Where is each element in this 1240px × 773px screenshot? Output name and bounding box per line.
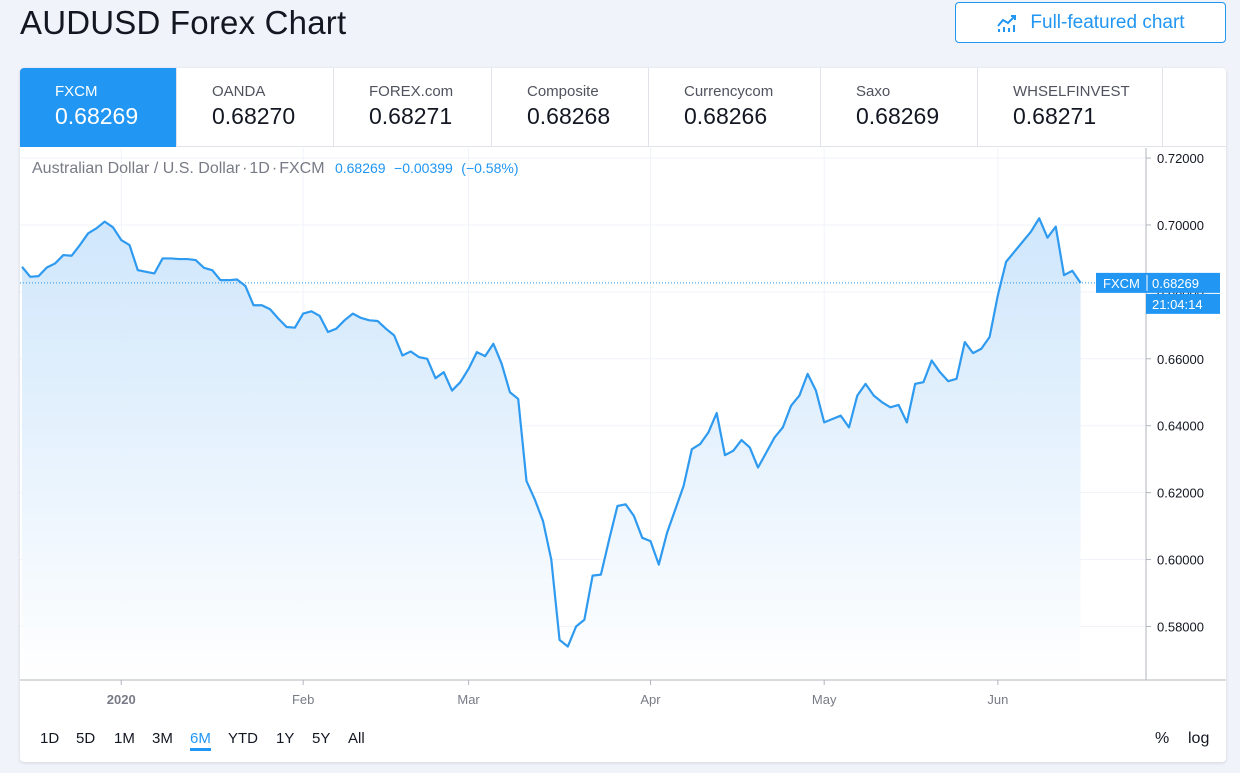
legend-separator-dot: ·	[271, 160, 278, 177]
tab-value: 0.68271	[1013, 103, 1097, 129]
tab-name: FOREX.com	[369, 83, 454, 100]
tab-oanda[interactable]: OANDA 0.68270	[177, 68, 334, 147]
timeframe-toolbar: 1D 5D 1M 3M 6M YTD 1Y 5Y All % log	[20, 720, 1226, 762]
y-tick-label: 0.60000	[1157, 553, 1204, 568]
timeframe-ytd[interactable]: YTD	[228, 730, 258, 747]
y-tick-label: 0.70000	[1157, 218, 1204, 233]
series-area-fill	[22, 218, 1081, 680]
chart-icon	[997, 14, 1017, 32]
timeframe-3m[interactable]: 3M	[152, 730, 173, 747]
tab-value: 0.68269	[856, 103, 940, 129]
tab-value: 0.68268	[527, 103, 611, 129]
chart-card: FXCM 0.68269 OANDA 0.68270 FOREX.com 0.6…	[20, 68, 1226, 762]
legend-symbol: Australian Dollar / U.S. Dollar	[32, 160, 241, 177]
full-featured-chart-label: Full-featured chart	[1030, 11, 1185, 33]
percent-scale-button[interactable]: %	[1155, 730, 1170, 747]
tab-value: 0.68269	[55, 103, 139, 129]
tab-value: 0.68270	[212, 103, 296, 129]
chart-area[interactable]: 0.720000.700000.680000.660000.640000.620…	[20, 148, 1226, 708]
countdown-box	[1146, 293, 1220, 314]
legend-change: −0.00399	[394, 160, 453, 176]
chart-legend: Australian Dollar / U.S. Dollar · 1D · FXCM …	[32, 160, 518, 178]
timeframe-5y[interactable]: 5Y	[312, 730, 331, 747]
price-chart[interactable]: 0.720000.700000.680000.660000.640000.620…	[20, 148, 1226, 708]
y-tick-label: 0.64000	[1157, 419, 1204, 434]
log-scale-button[interactable]: log	[1188, 730, 1210, 747]
x-tick-label: Jun	[987, 692, 1008, 707]
y-tick-label: 0.62000	[1157, 486, 1204, 501]
timeframe-1d[interactable]: 1D	[40, 730, 60, 747]
tab-name: Composite	[527, 83, 599, 100]
timeframe-all[interactable]: All	[348, 730, 365, 747]
tab-name: Saxo	[856, 83, 891, 100]
exchange-tabs: FXCM 0.68269 OANDA 0.68270 FOREX.com 0.6…	[20, 68, 1226, 147]
legend-interval: 1D	[249, 160, 270, 177]
timeframe-1y[interactable]: 1Y	[276, 730, 295, 747]
tab-forex-com[interactable]: FOREX.com 0.68271	[334, 68, 492, 147]
y-tick-label: 0.58000	[1157, 619, 1204, 634]
tab-composite[interactable]: Composite 0.68268	[492, 68, 649, 147]
x-tick-label: Mar	[457, 692, 480, 707]
tab-value: 0.68271	[369, 103, 453, 129]
tab-fxcm[interactable]: FXCM 0.68269	[20, 68, 177, 147]
x-tick-label: Feb	[292, 692, 314, 707]
y-tick-label: 0.72000	[1157, 151, 1204, 166]
timeframe-6m[interactable]: 6M	[190, 730, 211, 751]
full-featured-chart-button[interactable]: Full-featured chart	[955, 2, 1226, 43]
tab-name: OANDA	[212, 83, 266, 100]
countdown-time: 21:04:14	[1152, 297, 1203, 312]
tab-name: WHSELFINVEST	[1013, 83, 1130, 100]
tab-value: 0.68266	[684, 103, 768, 129]
tab-saxo[interactable]: Saxo 0.68269	[821, 68, 978, 147]
y-tick-label: 0.66000	[1157, 352, 1204, 367]
legend-source: FXCM	[279, 160, 325, 177]
x-tick-label: Apr	[640, 692, 661, 707]
price-label-value: 0.68269	[1152, 276, 1199, 291]
tab-whselfinvest[interactable]: WHSELFINVEST 0.68271	[978, 68, 1163, 147]
price-label-box	[1096, 272, 1220, 293]
timeframe-5d[interactable]: 5D	[76, 730, 96, 747]
x-tick-label: 2020	[107, 692, 136, 707]
tab-currencycom[interactable]: Currencycom 0.68266	[649, 68, 821, 147]
legend-change-pct: (−0.58%)	[461, 160, 519, 176]
series-line	[21, 217, 1082, 648]
timeframe-1m[interactable]: 1M	[114, 730, 135, 747]
tab-name: Currencycom	[684, 83, 774, 100]
legend-separator-dot: ·	[242, 160, 248, 177]
price-label-source: FXCM	[1103, 276, 1140, 291]
tab-name: FXCM	[55, 83, 98, 100]
x-tick-label: May	[812, 692, 837, 707]
legend-price: 0.68269	[334, 160, 386, 176]
page-title: AUDUSD Forex Chart	[20, 4, 347, 41]
